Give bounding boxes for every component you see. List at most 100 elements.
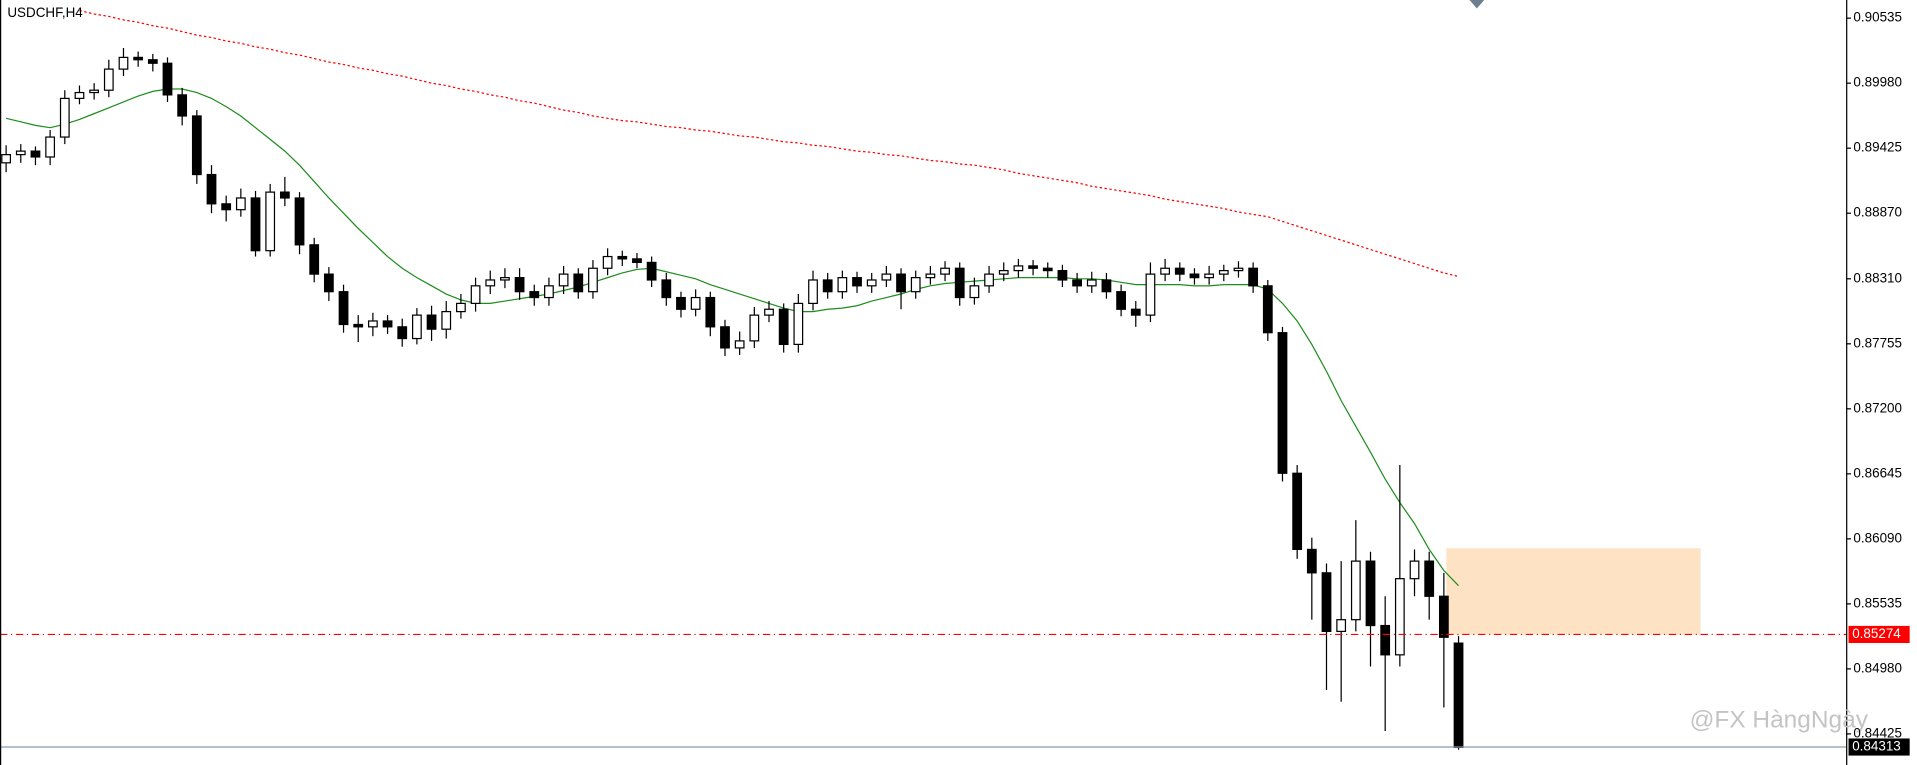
y-tick-label: 0.85535 xyxy=(1853,595,1902,610)
candle-body xyxy=(89,89,100,94)
candle-body xyxy=(1116,291,1126,310)
candle-body xyxy=(969,285,980,299)
candle-body xyxy=(235,197,246,211)
y-tick-label: 0.84980 xyxy=(1853,660,1902,675)
watermark: @FX HàngNgày xyxy=(1690,706,1869,733)
candle-body xyxy=(206,173,217,205)
candle-body xyxy=(764,308,774,316)
candle-body xyxy=(426,314,437,330)
candle-body xyxy=(382,320,393,328)
candle-body xyxy=(1262,285,1273,334)
candle-body xyxy=(456,302,466,313)
candle-body xyxy=(500,277,510,281)
y-tick-label: 0.90535 xyxy=(1853,10,1902,25)
candle-body xyxy=(676,296,686,310)
candle-body xyxy=(646,261,657,281)
candle-body xyxy=(250,197,261,252)
price-label: 0.84313 xyxy=(1852,739,1901,754)
candle-body xyxy=(1409,560,1420,580)
candle-body xyxy=(896,273,906,293)
candle-body xyxy=(294,197,305,246)
candle-body xyxy=(1072,279,1082,287)
candle-body xyxy=(1057,269,1068,281)
price-label: 0.85274 xyxy=(1852,626,1901,641)
candle-body xyxy=(1160,267,1171,275)
candle-body xyxy=(1189,273,1200,279)
candle-body xyxy=(353,323,364,328)
candle-body xyxy=(529,291,540,299)
candle-body xyxy=(103,68,114,91)
candle-body xyxy=(602,255,613,269)
candle-body xyxy=(822,279,833,293)
candle-body xyxy=(910,277,921,293)
candle-body xyxy=(30,150,41,158)
candle-body xyxy=(866,279,877,287)
moving-average xyxy=(5,88,1459,587)
candle-body xyxy=(441,310,452,330)
candle-body xyxy=(279,191,290,199)
candle-body xyxy=(221,203,232,211)
candle-body xyxy=(323,273,334,293)
y-tick-label: 0.86645 xyxy=(1853,465,1902,480)
candle-body xyxy=(177,94,188,117)
candle-body xyxy=(118,56,129,70)
candle-body xyxy=(338,291,349,326)
moving-average xyxy=(79,9,1459,278)
candle-body xyxy=(470,285,481,305)
candle-body xyxy=(1277,332,1288,474)
candle-body xyxy=(1336,619,1347,633)
candle-body xyxy=(485,279,496,287)
candle-body xyxy=(925,273,936,279)
candle-body xyxy=(265,191,276,252)
candle-body xyxy=(749,314,760,342)
y-tick-label: 0.89425 xyxy=(1853,140,1902,155)
shift-marker xyxy=(1469,0,1485,9)
chart-title: USDCHF,H4 xyxy=(7,5,83,20)
y-tick-label: 0.89980 xyxy=(1853,75,1902,90)
candle-body xyxy=(1145,273,1156,316)
candle-body xyxy=(734,340,745,349)
candle-body xyxy=(573,273,584,293)
candle-body xyxy=(133,56,144,61)
candle-body xyxy=(59,97,70,138)
candle-body xyxy=(1365,560,1376,627)
candle-body xyxy=(1424,560,1435,597)
candle-body xyxy=(412,314,422,340)
candle-body xyxy=(808,279,818,305)
candle-body xyxy=(74,91,85,100)
candle-body xyxy=(147,59,158,64)
candle-body xyxy=(1218,269,1229,275)
zone xyxy=(1446,548,1701,635)
candle-body xyxy=(1,154,12,164)
candle-body xyxy=(1101,279,1112,293)
candle-body xyxy=(1380,624,1391,656)
candle-body xyxy=(1321,572,1332,633)
candle-body xyxy=(514,277,525,293)
y-tick-label: 0.86090 xyxy=(1853,530,1902,545)
candle-body xyxy=(367,320,378,328)
candle-body xyxy=(632,258,642,264)
candle-body xyxy=(1248,267,1259,287)
candle-body xyxy=(881,273,892,281)
y-tick-label: 0.88310 xyxy=(1853,270,1902,285)
candle-body xyxy=(1394,578,1405,656)
candle-body xyxy=(720,326,730,349)
candle-body xyxy=(1086,279,1097,287)
candle-body xyxy=(162,62,173,96)
candle-body xyxy=(588,267,598,293)
candle-body xyxy=(1130,308,1141,316)
candle-body xyxy=(852,277,862,287)
candle-body xyxy=(1306,548,1317,574)
y-tick-label: 0.87200 xyxy=(1853,400,1902,415)
candle-body xyxy=(45,136,56,158)
candle-body xyxy=(940,267,950,275)
candle-body xyxy=(397,326,408,340)
candle-body xyxy=(617,255,628,260)
candle-body xyxy=(1292,472,1303,551)
candle-body xyxy=(191,115,202,176)
candle-body xyxy=(1438,595,1449,638)
candle-body xyxy=(793,302,804,346)
